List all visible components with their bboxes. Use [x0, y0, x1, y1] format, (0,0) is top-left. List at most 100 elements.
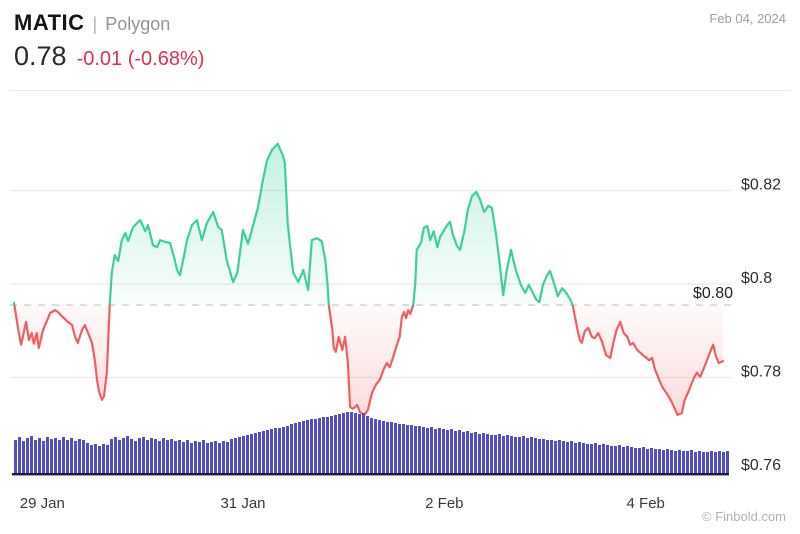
- volume-bar: [246, 435, 249, 474]
- volume-bar: [494, 435, 497, 474]
- volume-bar: [174, 441, 177, 474]
- volume-bar: [702, 452, 705, 474]
- volume-bar: [658, 449, 661, 474]
- volume-bar: [306, 420, 309, 474]
- volume-bar: [46, 437, 49, 474]
- volume-bar: [330, 416, 333, 474]
- volume-bar: [114, 437, 117, 474]
- volume-bar: [374, 419, 377, 474]
- price-line-up: [12, 142, 574, 306]
- date-label: Feb 04, 2024: [709, 11, 786, 26]
- volume-bar: [726, 451, 729, 474]
- volume-bar: [274, 428, 277, 474]
- volume-bar: [18, 437, 21, 474]
- volume-bar: [410, 425, 413, 474]
- volume-bar: [302, 421, 305, 474]
- volume-bar: [510, 436, 513, 474]
- volume-bar: [654, 449, 657, 474]
- volume-bar: [358, 414, 361, 474]
- volume-bar: [690, 450, 693, 474]
- volume-bar: [38, 438, 41, 474]
- volume-bar: [442, 429, 445, 474]
- y-axis-label: $0.82: [741, 177, 781, 194]
- volume-bar: [326, 417, 329, 474]
- volume-bar: [594, 443, 597, 474]
- volume-bar: [446, 430, 449, 474]
- volume-bar: [714, 452, 717, 474]
- volume-bar: [462, 432, 465, 474]
- volume-bar: [94, 444, 97, 474]
- asset-title: MATIC | Polygon: [14, 10, 170, 36]
- volume-bar: [646, 449, 649, 474]
- volume-bar: [458, 430, 461, 474]
- volume-bar: [578, 442, 581, 474]
- volume-bar: [370, 418, 373, 474]
- volume-bar: [422, 427, 425, 474]
- volume-bar: [310, 419, 313, 474]
- volume-bar: [482, 433, 485, 474]
- volume-bar: [678, 450, 681, 474]
- volume-bar: [366, 416, 369, 474]
- volume-bar: [666, 449, 669, 474]
- header-divider: [10, 90, 790, 91]
- volume-bar: [234, 438, 237, 474]
- volume-bar: [206, 443, 209, 474]
- x-axis-label: 4 Feb: [627, 495, 665, 512]
- volume-bar: [626, 446, 629, 474]
- volume-bar: [398, 424, 401, 474]
- volume-bar: [686, 451, 689, 474]
- volume-bar: [650, 448, 653, 474]
- volume-bar: [634, 448, 637, 474]
- volume-bar: [610, 446, 613, 474]
- volume-bar: [602, 444, 605, 474]
- volume-bar: [590, 444, 593, 474]
- volume-bar: [282, 427, 285, 474]
- volume-bar: [526, 438, 529, 474]
- volume-bar: [58, 440, 61, 474]
- volume-bar: [142, 437, 145, 474]
- volume-bar: [178, 440, 181, 474]
- x-axis-label: 31 Jan: [220, 495, 265, 512]
- x-axis-label: 29 Jan: [20, 495, 65, 512]
- volume-bar: [554, 441, 557, 474]
- volume-bar: [318, 418, 321, 474]
- volume-bar: [294, 423, 297, 474]
- watermark-credit: © Finbold.com: [702, 509, 786, 524]
- volume-bar: [418, 426, 421, 474]
- volume-bar: [618, 445, 621, 474]
- volume-bar: [102, 444, 105, 474]
- volume-bar: [522, 436, 525, 474]
- volume-bar: [86, 443, 89, 474]
- y-axis-label: $0.78: [741, 364, 781, 381]
- volume-bar: [322, 417, 325, 474]
- asset-symbol: MATIC: [14, 10, 85, 35]
- volume-bar: [254, 433, 257, 474]
- volume-bar: [262, 431, 265, 474]
- volume-bar: [486, 434, 489, 474]
- price-area-below-baseline: [14, 305, 723, 415]
- volume-bar: [574, 443, 577, 474]
- volume-bar: [250, 434, 253, 474]
- volume-bar: [354, 413, 357, 474]
- volume-bar: [546, 440, 549, 474]
- volume-bar: [50, 439, 53, 474]
- volume-bar: [258, 432, 261, 474]
- volume-bar: [490, 435, 493, 474]
- volume-bar: [598, 445, 601, 474]
- volume-bar: [226, 442, 229, 474]
- volume-bar: [566, 442, 569, 474]
- volume-bar: [162, 438, 165, 474]
- volume-bar: [270, 429, 273, 474]
- volume-bar: [506, 435, 509, 474]
- volume-bar: [98, 446, 101, 474]
- volume-bar: [362, 413, 365, 474]
- volume-bar: [558, 440, 561, 474]
- volume-bar: [286, 426, 289, 474]
- volume-bar: [110, 439, 113, 474]
- volume-bar: [222, 441, 225, 474]
- volume-bar: [718, 451, 721, 474]
- volume-bar: [502, 436, 505, 474]
- volume-bar: [134, 441, 137, 474]
- volume-bar: [210, 442, 213, 474]
